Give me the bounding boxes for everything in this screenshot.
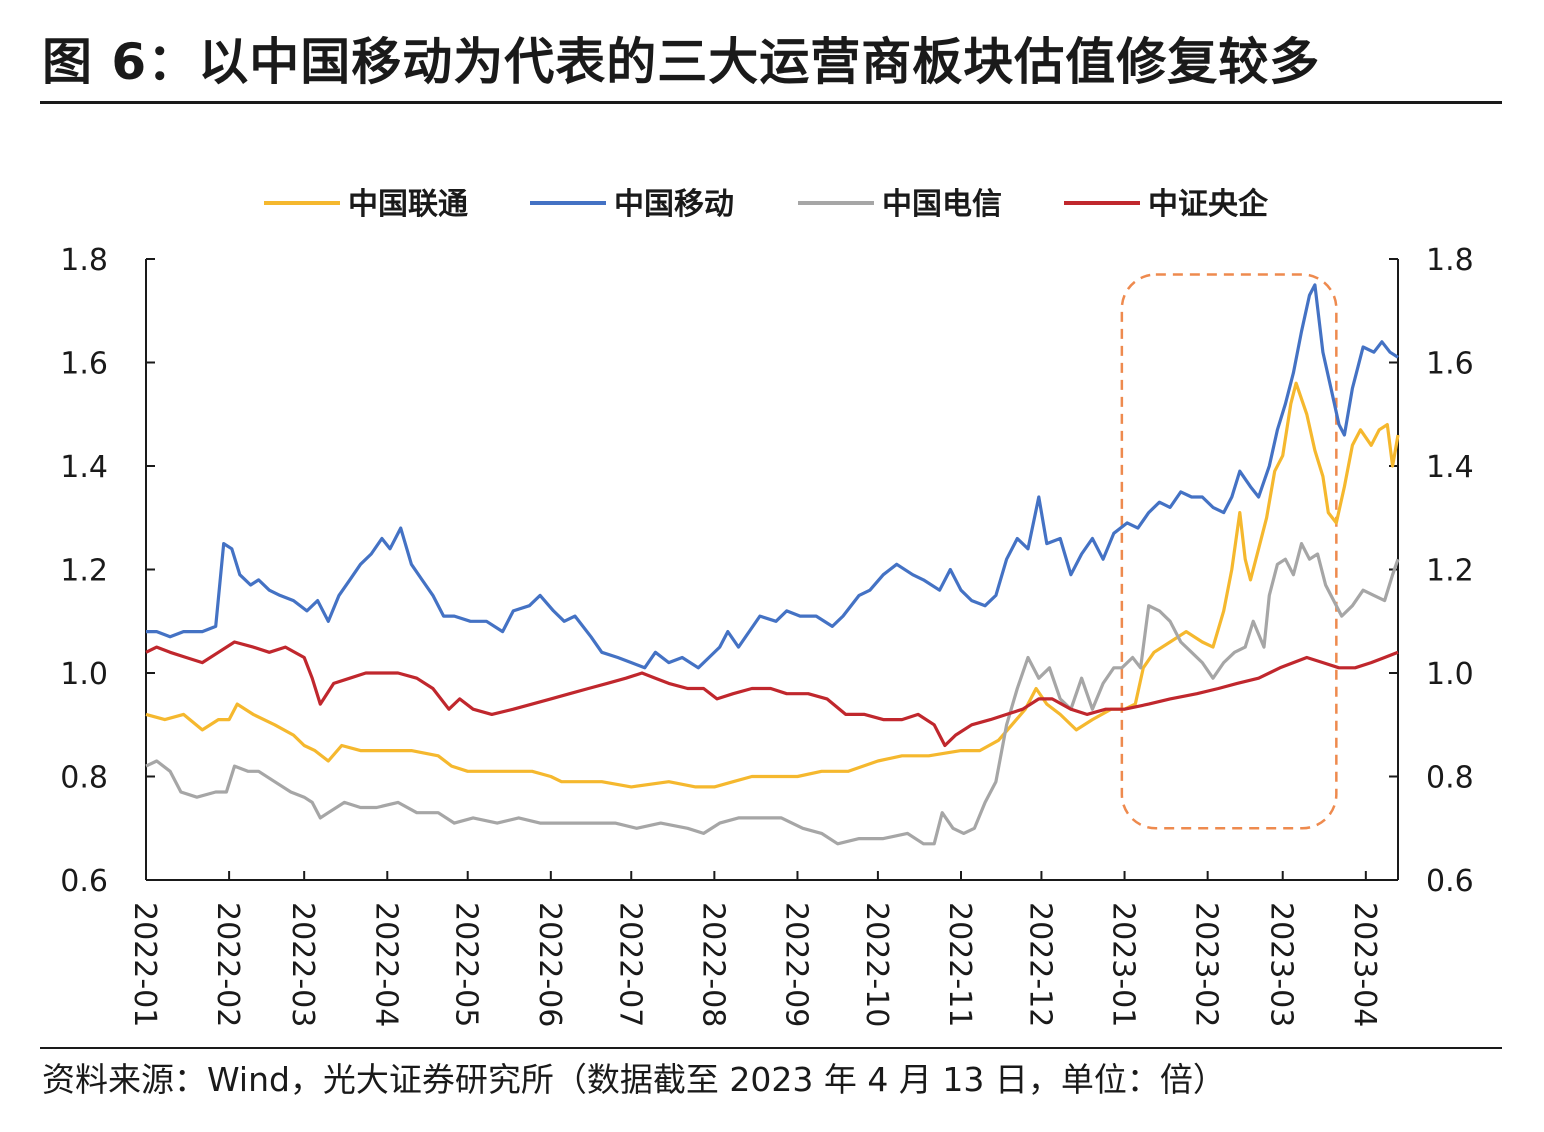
x-tick-label: 2023-01 — [1106, 902, 1141, 1027]
highlight-box — [1120, 273, 1338, 830]
legend-label: 中国移动 — [614, 187, 734, 222]
x-tick-label: 2023-02 — [1189, 902, 1224, 1027]
y-tick-label-left: 1.2 — [60, 554, 108, 589]
x-tick-label: 2022-04 — [368, 902, 403, 1027]
chart-legend: 中国联通 中国移动 中国电信 中证央企 — [264, 187, 1269, 222]
y-tick-label-left: 0.6 — [60, 864, 108, 899]
chart-axes: 0.6 0.6 0.8 0.8 1.0 1.0 1.2 1.2 1.4 1.4 1.6 1.6 1.8 1… — [60, 243, 1473, 1027]
legend-item-3: 中国电信 — [798, 187, 1002, 222]
highlight-layer — [1120, 273, 1338, 830]
x-tick-label: 2022-07 — [612, 902, 647, 1027]
x-tick-label: 2022-09 — [778, 902, 813, 1027]
x-tick-label: 2022-03 — [285, 902, 320, 1027]
y-tick-label-right: 1.2 — [1426, 554, 1474, 589]
legend-label: 中国电信 — [882, 187, 1002, 222]
x-tick-label: 2022-01 — [127, 902, 162, 1027]
series-line-2 — [146, 283, 1399, 670]
y-tick-label-right: 1.6 — [1426, 347, 1474, 382]
series-layer — [145, 283, 1400, 846]
y-tick-label-left: 1.4 — [60, 450, 108, 485]
legend-item-2: 中国移动 — [530, 187, 734, 222]
y-tick-label-right: 0.6 — [1426, 864, 1474, 899]
x-tick-label: 2022-08 — [695, 902, 730, 1027]
source-note: 资料来源：Wind，光大证券研究所（数据截至 2023 年 4 月 13 日，单… — [42, 1060, 1226, 1099]
source-divider — [40, 1047, 1502, 1049]
x-tick-label: 2022-06 — [532, 902, 567, 1027]
series-line-4 — [145, 640, 1399, 748]
y-tick-label-left: 1.6 — [60, 347, 108, 382]
y-tick-label-right: 1.4 — [1426, 450, 1474, 485]
x-tick-label: 2022-02 — [210, 902, 245, 1027]
legend-label: 中证央企 — [1148, 187, 1269, 222]
page-title: 图 6：以中国移动为代表的三大运营商板块估值修复较多 — [42, 33, 1321, 91]
x-tick-label: 2022-10 — [859, 902, 894, 1027]
title-divider — [40, 101, 1502, 104]
series-line-1 — [145, 381, 1400, 789]
legend-label: 中国联通 — [348, 187, 468, 222]
y-tick-label-right: 1.8 — [1426, 243, 1474, 278]
y-tick-label-left: 1.8 — [60, 243, 108, 278]
y-tick-label-left: 0.8 — [60, 761, 108, 796]
x-tick-label: 2022-12 — [1022, 902, 1057, 1027]
x-tick-label: 2023-04 — [1347, 902, 1382, 1027]
x-tick-label: 2022-11 — [942, 902, 977, 1027]
legend-item-1: 中国联通 — [264, 187, 468, 222]
x-tick-label: 2023-03 — [1264, 902, 1299, 1027]
x-tick-label: 2022-05 — [449, 902, 484, 1027]
y-tick-label-left: 1.0 — [60, 657, 108, 692]
y-tick-label-right: 1.0 — [1426, 657, 1474, 692]
series-line-3 — [145, 542, 1400, 846]
y-tick-label-right: 0.8 — [1426, 761, 1474, 796]
legend-item-4: 中证央企 — [1064, 187, 1269, 222]
